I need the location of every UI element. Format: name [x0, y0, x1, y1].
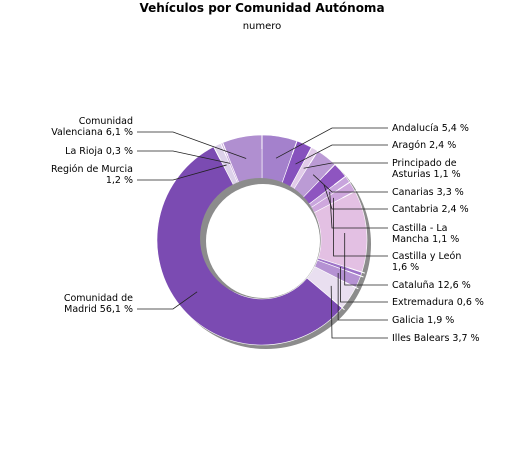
label-comunidad-valenciana: Comunidad Valenciana 6,1 %: [51, 116, 133, 138]
leader-comunidad-valenciana: [137, 131, 247, 159]
leader-la-rioja: [137, 150, 231, 164]
slice-boundary-tick: [347, 270, 364, 278]
label-region-de-murcia: Región de Murcia 1,2 %: [51, 164, 133, 186]
chart-title: Vehículos por Comunidad Autónoma: [139, 1, 384, 15]
donut-hole: [206, 184, 320, 298]
slice-boundary-tick: [324, 161, 338, 175]
leader-castilla-la-mancha: [329, 191, 388, 229]
slice-boundary-tick: [304, 144, 314, 160]
label-castilla-la-mancha: Castilla - La Mancha 1,1 %: [392, 223, 459, 245]
leader-illes-balears: [330, 285, 388, 339]
slice-boundary-tick: [348, 267, 365, 274]
leader-cataluna: [344, 232, 388, 286]
slice-comunidad-de-madrid: [156, 146, 343, 346]
label-castilla-y-leon: Castilla y León 1,6 %: [392, 251, 461, 273]
leader-region-de-murcia: [137, 164, 227, 181]
label-comunidad-de-madrid: Comunidad de Madrid 56,1 %: [64, 293, 133, 315]
leader-comunidad-de-madrid: [137, 291, 198, 310]
slice-boundary-tick: [291, 138, 299, 155]
leader-canarias: [312, 174, 388, 193]
slice-boundary-tick: [221, 139, 229, 156]
label-andalucia: Andalucía 5,4 %: [392, 123, 469, 134]
leader-aragon: [295, 144, 388, 165]
slice-labels: Andalucía 5,4 % Aragón 2,4 % Principado de…: [51, 116, 484, 344]
label-la-rioja: La Rioja 0,3 %: [65, 146, 133, 157]
label-canarias: Canarias 3,3 %: [392, 187, 464, 198]
chart-subtitle: numero: [243, 21, 282, 32]
leader-extremadura: [340, 266, 388, 303]
leader-principado-de-asturias: [303, 162, 388, 169]
label-cantabria: Cantabria 2,4 %: [392, 204, 469, 215]
leader-galicia: [337, 273, 388, 321]
leader-cantabria: [323, 184, 388, 210]
label-galicia: Galicia 1,9 %: [392, 315, 454, 326]
label-principado-de-asturias: Principado de Asturias 1,1 %: [392, 158, 461, 180]
leader-andalucia: [275, 127, 388, 159]
leader-castilla-y-leon: [333, 197, 388, 257]
label-illes-balears: Illes Balears 3,7 %: [392, 333, 480, 344]
slice-boundary-tick: [309, 148, 320, 164]
slice-boundary-tick: [334, 174, 349, 186]
label-aragon: Aragón 2,4 %: [392, 140, 456, 151]
label-extremadura: Extremadura 0,6 %: [392, 297, 484, 308]
label-cataluna: Cataluña 12,6 %: [392, 280, 471, 291]
slice-boundary-tick: [342, 189, 358, 199]
slice-boundary-tick: [219, 140, 227, 157]
slice-boundary-tick: [337, 180, 353, 191]
donut-slices: [156, 132, 368, 346]
